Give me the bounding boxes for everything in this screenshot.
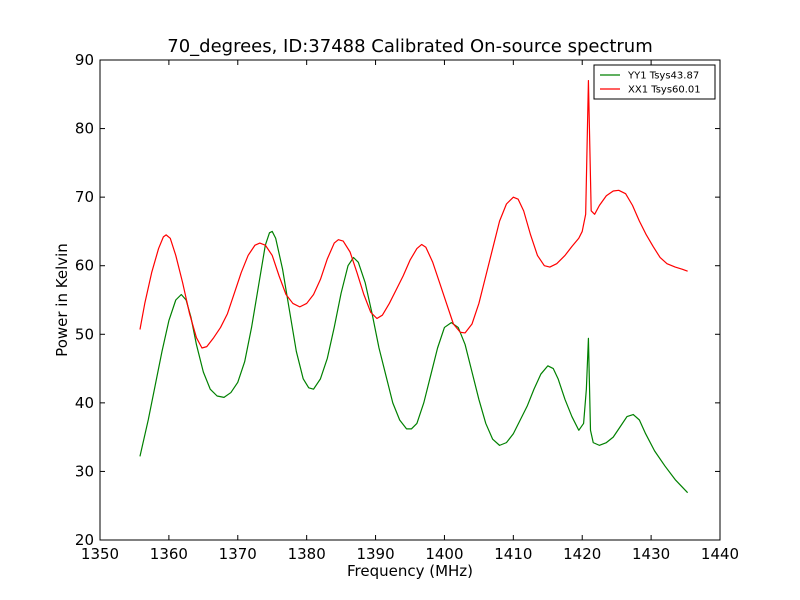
- series-layer: [139, 79, 689, 494]
- y-tick-label: 90: [75, 51, 94, 69]
- plot-frame: [99, 59, 721, 541]
- chart-title: 70_degrees, ID:37488 Calibrated On-sourc…: [167, 36, 653, 57]
- series-line-2: [139, 79, 688, 349]
- x-tick-label: 1440: [701, 545, 739, 563]
- y-tick-label: 40: [75, 394, 94, 412]
- x-axis-label: Frequency (MHz): [347, 562, 473, 580]
- ticks-layer: 1350 1360 1370 1380 1390 1400 1410 1420 1430 1440…: [75, 51, 739, 563]
- x-tick-label: 1390: [356, 545, 394, 563]
- x-tick-label: 1420: [563, 545, 601, 563]
- y-tick-label: 70: [75, 188, 94, 206]
- series-line-1: [139, 230, 689, 494]
- legend-box: [593, 64, 716, 100]
- legend: YY1 Tsys43.87 XX1 Tsys60.01: [593, 64, 716, 100]
- x-tick-label: 1400: [425, 545, 463, 563]
- legend-label-1: YY1 Tsys43.87: [627, 71, 699, 82]
- x-tick-label: 1380: [288, 545, 326, 563]
- y-tick-label: 30: [75, 462, 94, 480]
- x-tick-label: 1370: [219, 545, 257, 563]
- y-tick-label: 60: [75, 257, 94, 275]
- y-tick-label: 80: [75, 120, 94, 138]
- legend-label-2: XX1 Tsys60.01: [628, 85, 701, 96]
- x-tick-label: 1350: [81, 545, 119, 563]
- x-tick-label: 1410: [494, 545, 532, 563]
- x-tick-label: 1430: [632, 545, 670, 563]
- y-tick-label: 20: [75, 531, 94, 549]
- x-tick-label: 1360: [150, 545, 188, 563]
- plot-area: [100, 60, 720, 540]
- y-axis-label: Power in Kelvin: [53, 243, 71, 357]
- y-tick-label: 50: [75, 325, 94, 343]
